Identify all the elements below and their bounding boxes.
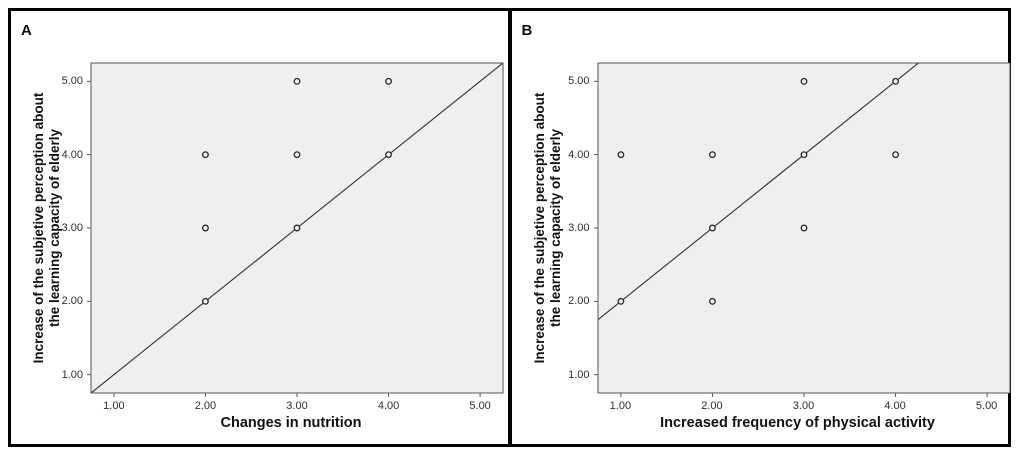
data-point [385, 151, 393, 159]
plot-frame [597, 62, 1010, 394]
data-point [800, 224, 807, 232]
y-tick-label: 3.00 [568, 222, 590, 234]
y-tick-label: 1.00 [61, 368, 83, 381]
x-tick-label: 2.00 [701, 400, 723, 412]
data-point [616, 297, 624, 305]
data-point [616, 151, 624, 159]
x-tick-label: 3.00 [286, 400, 308, 412]
data-point [708, 224, 716, 232]
data-point [800, 151, 807, 159]
panel-b-scatter-plot: 1.00 2.00 3.00 4.00 5.00 1.00 2.00 3.00 4.00 5.00 [568, 62, 1010, 412]
y-tick-label: 2.00 [568, 295, 590, 308]
x-tick-label: 3.00 [792, 400, 815, 412]
panel-b-x-axis-title: Increased frequency of physical activity [660, 415, 935, 431]
data-point [800, 77, 807, 85]
panel-a-scatter-plot: 1.00 2.00 3.00 4.00 5.00 1.00 2.00 3.00 4.00 5.00 [62, 62, 504, 412]
y-tick-label: 5.00 [568, 75, 590, 88]
x-tick-label: 5.00 [469, 400, 491, 412]
data-point [891, 77, 899, 85]
data-point [708, 297, 716, 305]
y-tick-label: 1.00 [568, 368, 590, 381]
x-tick-label: 1.00 [103, 400, 125, 412]
data-point [293, 224, 301, 232]
y-tick-label: 3.00 [61, 222, 83, 234]
x-tick-label: 2.00 [194, 400, 217, 412]
figure-frame: A Increase of the subjetive perception a… [8, 8, 1011, 447]
data-point [385, 77, 393, 85]
data-point [293, 77, 301, 85]
scatter-canvas [87, 62, 504, 397]
data-point [201, 297, 209, 305]
panel-a-label: A [21, 22, 32, 39]
x-tick-label: 5.00 [975, 400, 998, 412]
panel-a-x-axis-title: Changes in nutrition [220, 415, 362, 431]
panel-b: B Increase of the subjetive perception a… [511, 11, 1010, 444]
y-tick-label: 4.00 [568, 148, 590, 161]
fit-line [597, 63, 919, 321]
x-tick-label: 1.00 [609, 400, 632, 412]
panel-a: A Increase of the subjetive perception a… [11, 11, 508, 444]
x-tick-label: 4.00 [884, 400, 906, 412]
y-tick-label: 2.00 [61, 295, 83, 308]
data-point [708, 151, 716, 159]
x-tick-label: 4.00 [377, 400, 400, 412]
scatter-canvas [593, 62, 1010, 397]
y-tick-label: 4.00 [61, 148, 83, 161]
panel-divider [507, 11, 512, 444]
plot-frame [90, 62, 504, 394]
data-point [293, 151, 301, 159]
data-point [201, 224, 209, 232]
panel-b-label: B [521, 22, 533, 39]
data-point [891, 151, 899, 159]
data-point [201, 151, 209, 159]
y-tick-label: 5.00 [61, 75, 83, 88]
